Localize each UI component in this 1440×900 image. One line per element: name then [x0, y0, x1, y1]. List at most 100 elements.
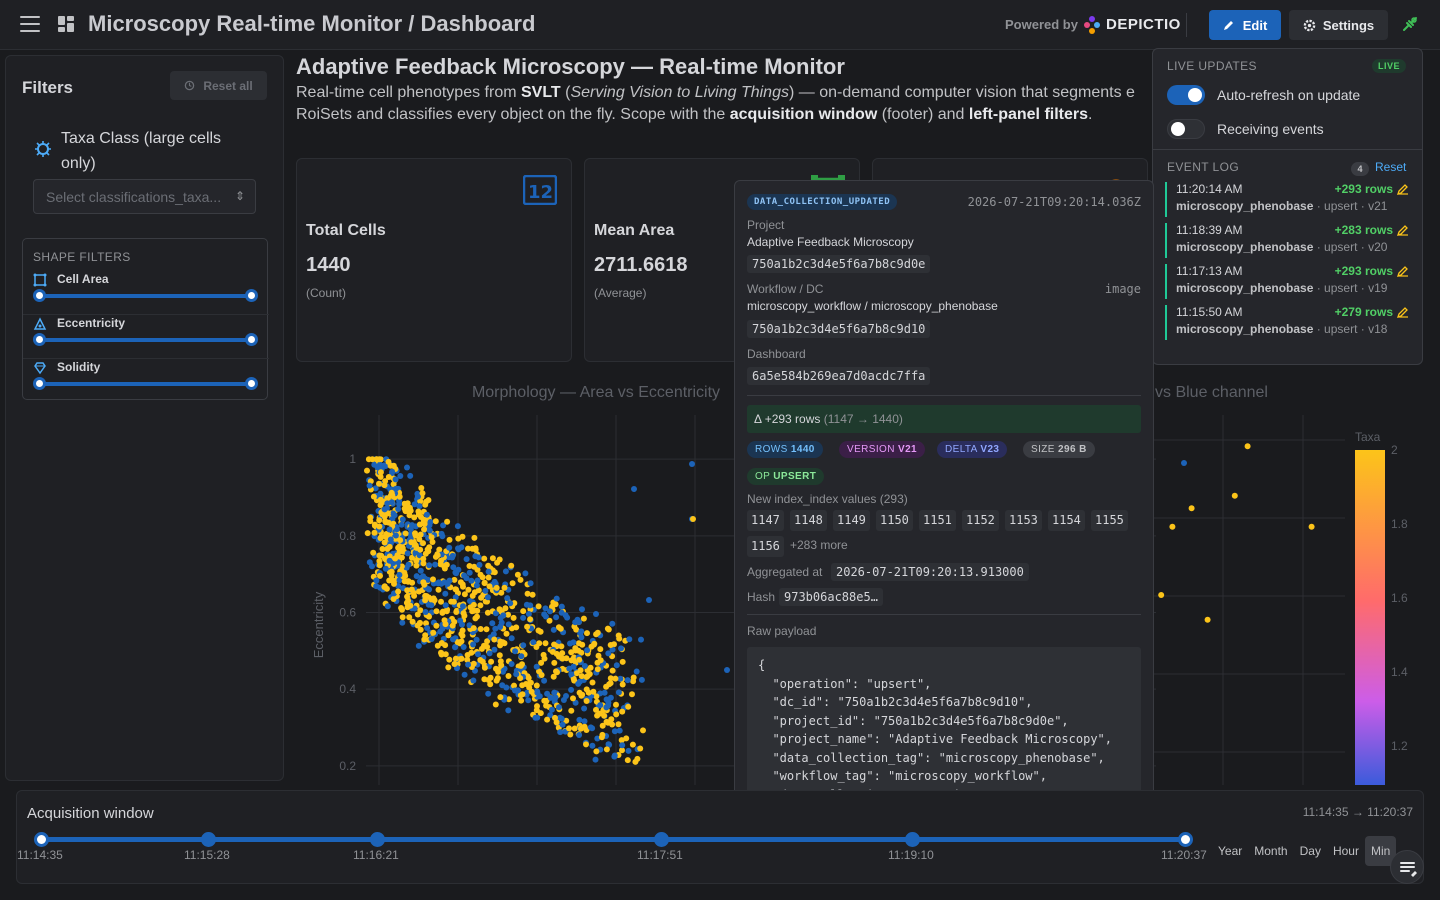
acq-mark[interactable]	[201, 832, 216, 847]
scatter-point	[399, 614, 406, 621]
event-log-item[interactable]: 11:20:14 AM +293 rows microscopy_phenobase…	[1165, 182, 1409, 217]
dc-id[interactable]: 750a1b2c3d4e5f6a7b8c9d10	[747, 320, 931, 338]
acq-tick-label: 11:16:21	[353, 848, 399, 862]
scatter-point	[481, 664, 488, 671]
scatter-point	[371, 529, 378, 536]
scatter-point	[407, 472, 414, 479]
scatter-point	[557, 625, 564, 632]
cell-area-label: Cell Area	[57, 272, 109, 286]
scatter-point	[576, 732, 583, 738]
scatter-point	[612, 675, 619, 682]
taxa-select[interactable]: Select classifications_taxa... ⇕	[33, 179, 256, 214]
scatter-point	[625, 703, 632, 710]
scatter-point	[376, 456, 383, 463]
live-badge: LIVE	[1371, 59, 1406, 73]
colorbar	[1355, 450, 1385, 785]
granularity-selector[interactable]: Year Month Day Hour Min	[1212, 836, 1397, 866]
scatter-point	[460, 610, 467, 617]
scatter-point	[486, 650, 493, 657]
scatter-point	[429, 539, 436, 545]
card-title: Mean Area	[594, 222, 675, 239]
scatter-point	[519, 682, 526, 689]
granularity-month[interactable]: Month	[1254, 844, 1288, 858]
slider-max-handle[interactable]	[245, 289, 258, 302]
scatter-point	[572, 645, 579, 652]
slider-track[interactable]	[39, 294, 251, 298]
event-log-item[interactable]: 11:17:13 AM +293 rows microscopy_phenobase…	[1165, 264, 1409, 299]
event-log-reset-link[interactable]: Reset	[1375, 160, 1407, 174]
project-id[interactable]: 750a1b2c3d4e5f6a7b8c9d0e	[747, 255, 931, 273]
slider-min-handle[interactable]	[33, 289, 46, 302]
scatter-point	[527, 602, 534, 609]
scatter-point	[484, 594, 491, 601]
dashboard-id[interactable]: 6a5e584b269ea7d0acdc7ffa	[747, 367, 931, 385]
scatter-point	[386, 557, 393, 564]
slider-max-handle[interactable]	[245, 377, 258, 390]
receiving-events-toggle[interactable]	[1167, 119, 1205, 139]
scatter-point	[558, 609, 565, 616]
scatter-point	[530, 639, 537, 646]
reset-all-button[interactable]: Reset all	[170, 71, 267, 100]
granularity-hour[interactable]: Hour	[1332, 844, 1359, 858]
hash-value[interactable]: 973b06ac88e5…	[779, 588, 883, 606]
granularity-day[interactable]: Day	[1299, 844, 1321, 858]
scatter-point	[438, 640, 445, 646]
depictio-logo[interactable]: DEPICTIO	[1082, 13, 1180, 35]
scatter-point	[520, 642, 527, 649]
receiving-events-label: Receiving events	[1217, 121, 1324, 137]
slider-track[interactable]	[39, 338, 251, 342]
event-log-item[interactable]: 11:18:39 AM +283 rows microscopy_phenobase…	[1165, 223, 1409, 258]
scatter-point	[430, 629, 437, 636]
menu-icon[interactable]	[20, 16, 40, 34]
scatter-point	[496, 556, 503, 563]
acq-end-handle[interactable]	[1178, 832, 1193, 847]
granularity-year[interactable]: Year	[1218, 844, 1243, 858]
edit-button[interactable]: Edit	[1209, 10, 1281, 40]
slider-min-handle[interactable]	[33, 333, 46, 346]
scatter-point	[477, 602, 484, 609]
scatter-point	[543, 697, 550, 704]
scatter-point	[404, 587, 411, 594]
blue-channel-scatter-chart[interactable]: vs Blue channel Taxa 2 1.8 1.6 1.4 1.2	[1150, 375, 1440, 785]
auto-refresh-toggle[interactable]	[1167, 85, 1205, 105]
scatter-point	[440, 522, 447, 529]
acquisition-slider-track[interactable]	[41, 837, 1185, 842]
settings-button[interactable]: Settings	[1289, 10, 1388, 40]
scatter-point	[576, 656, 583, 663]
slider-min-handle[interactable]	[33, 377, 46, 390]
gear-icon	[1303, 19, 1316, 31]
scatter-point	[589, 679, 596, 686]
list-fab-button[interactable]	[1390, 850, 1424, 884]
scatter-point	[551, 641, 558, 648]
scatter-point	[470, 641, 477, 648]
acq-mark[interactable]	[905, 832, 920, 847]
slider-max-handle[interactable]	[245, 333, 258, 346]
solidity-label: Solidity	[57, 360, 101, 374]
scatter-point	[466, 569, 473, 576]
scatter-point	[486, 583, 493, 590]
event-log-item[interactable]: 11:15:50 AM +279 rows microscopy_phenobase…	[1165, 305, 1409, 340]
colorbar-tick-label: 1.6	[1391, 591, 1408, 605]
scatter-point	[469, 592, 476, 599]
divider	[747, 395, 1141, 396]
scatter-point	[640, 727, 646, 734]
scatter-point	[441, 617, 448, 624]
scatter-point	[559, 650, 566, 657]
acq-start-handle[interactable]	[34, 832, 49, 847]
scatter-point	[529, 591, 536, 598]
scatter-point	[373, 577, 380, 584]
scatter-point	[553, 614, 560, 621]
acq-mark[interactable]	[654, 832, 669, 847]
scatter-point	[505, 696, 512, 703]
scatter-point	[493, 584, 500, 591]
scatter-point	[395, 588, 402, 595]
slider-track[interactable]	[39, 382, 251, 386]
scatter-point	[489, 620, 496, 627]
aggregated-at[interactable]: 2026-07-21T09:20:13.913000	[831, 563, 1029, 581]
plug-connected-icon[interactable]	[1400, 14, 1420, 34]
scatter-point	[618, 645, 624, 652]
scatter-point	[465, 545, 471, 552]
scatter-point	[396, 577, 403, 584]
acq-mark[interactable]	[370, 832, 385, 847]
scatter-point	[578, 692, 585, 699]
